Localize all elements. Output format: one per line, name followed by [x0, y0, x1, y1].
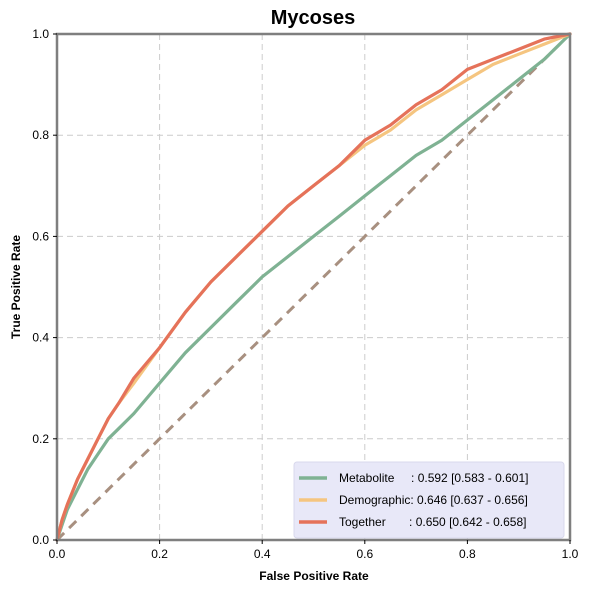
y-tick-label: 0.2 [32, 432, 49, 446]
y-tick-label: 0.4 [32, 331, 49, 345]
x-axis-title: False Positive Rate [259, 569, 369, 583]
x-tick-label: 1.0 [562, 547, 579, 561]
together-legend-label: Together : 0.650 [0.642 - 0.658] [339, 515, 526, 529]
x-tick-label: 0.8 [459, 547, 476, 561]
x-tick-label: 0.4 [254, 547, 271, 561]
legend: Metabolite : 0.592 [0.583 - 0.601] Demogr… [293, 461, 565, 539]
y-tick-label: 0.0 [32, 533, 49, 547]
y-tick-label: 0.8 [32, 128, 49, 142]
series-lines [55, 32, 572, 542]
together-line [55, 32, 572, 542]
y-axis-title: True Positive Rate [9, 235, 23, 339]
metabolite-line [55, 32, 572, 542]
x-tick-label: 0.0 [49, 547, 66, 561]
plot-frame [55, 32, 572, 542]
y-tick-label: 0.6 [32, 229, 49, 243]
y-tick-label: 1.0 [32, 27, 49, 41]
metabolite-legend-label: Metabolite : 0.592 [0.583 - 0.601] [339, 471, 528, 485]
demographic-legend-label: Demographic: 0.646 [0.637 - 0.656] [339, 493, 528, 507]
chart-title: Mycoses [271, 7, 356, 29]
axis-ticks: 0.0 0.2 0.4 0.6 0.8 1.0 0.0 0.2 0.4 0.6 0.8 1.0 [32, 27, 578, 561]
legend-box [293, 461, 565, 539]
chance-line [55, 32, 572, 542]
x-tick-label: 0.2 [151, 547, 168, 561]
x-tick-label: 0.6 [356, 547, 373, 561]
